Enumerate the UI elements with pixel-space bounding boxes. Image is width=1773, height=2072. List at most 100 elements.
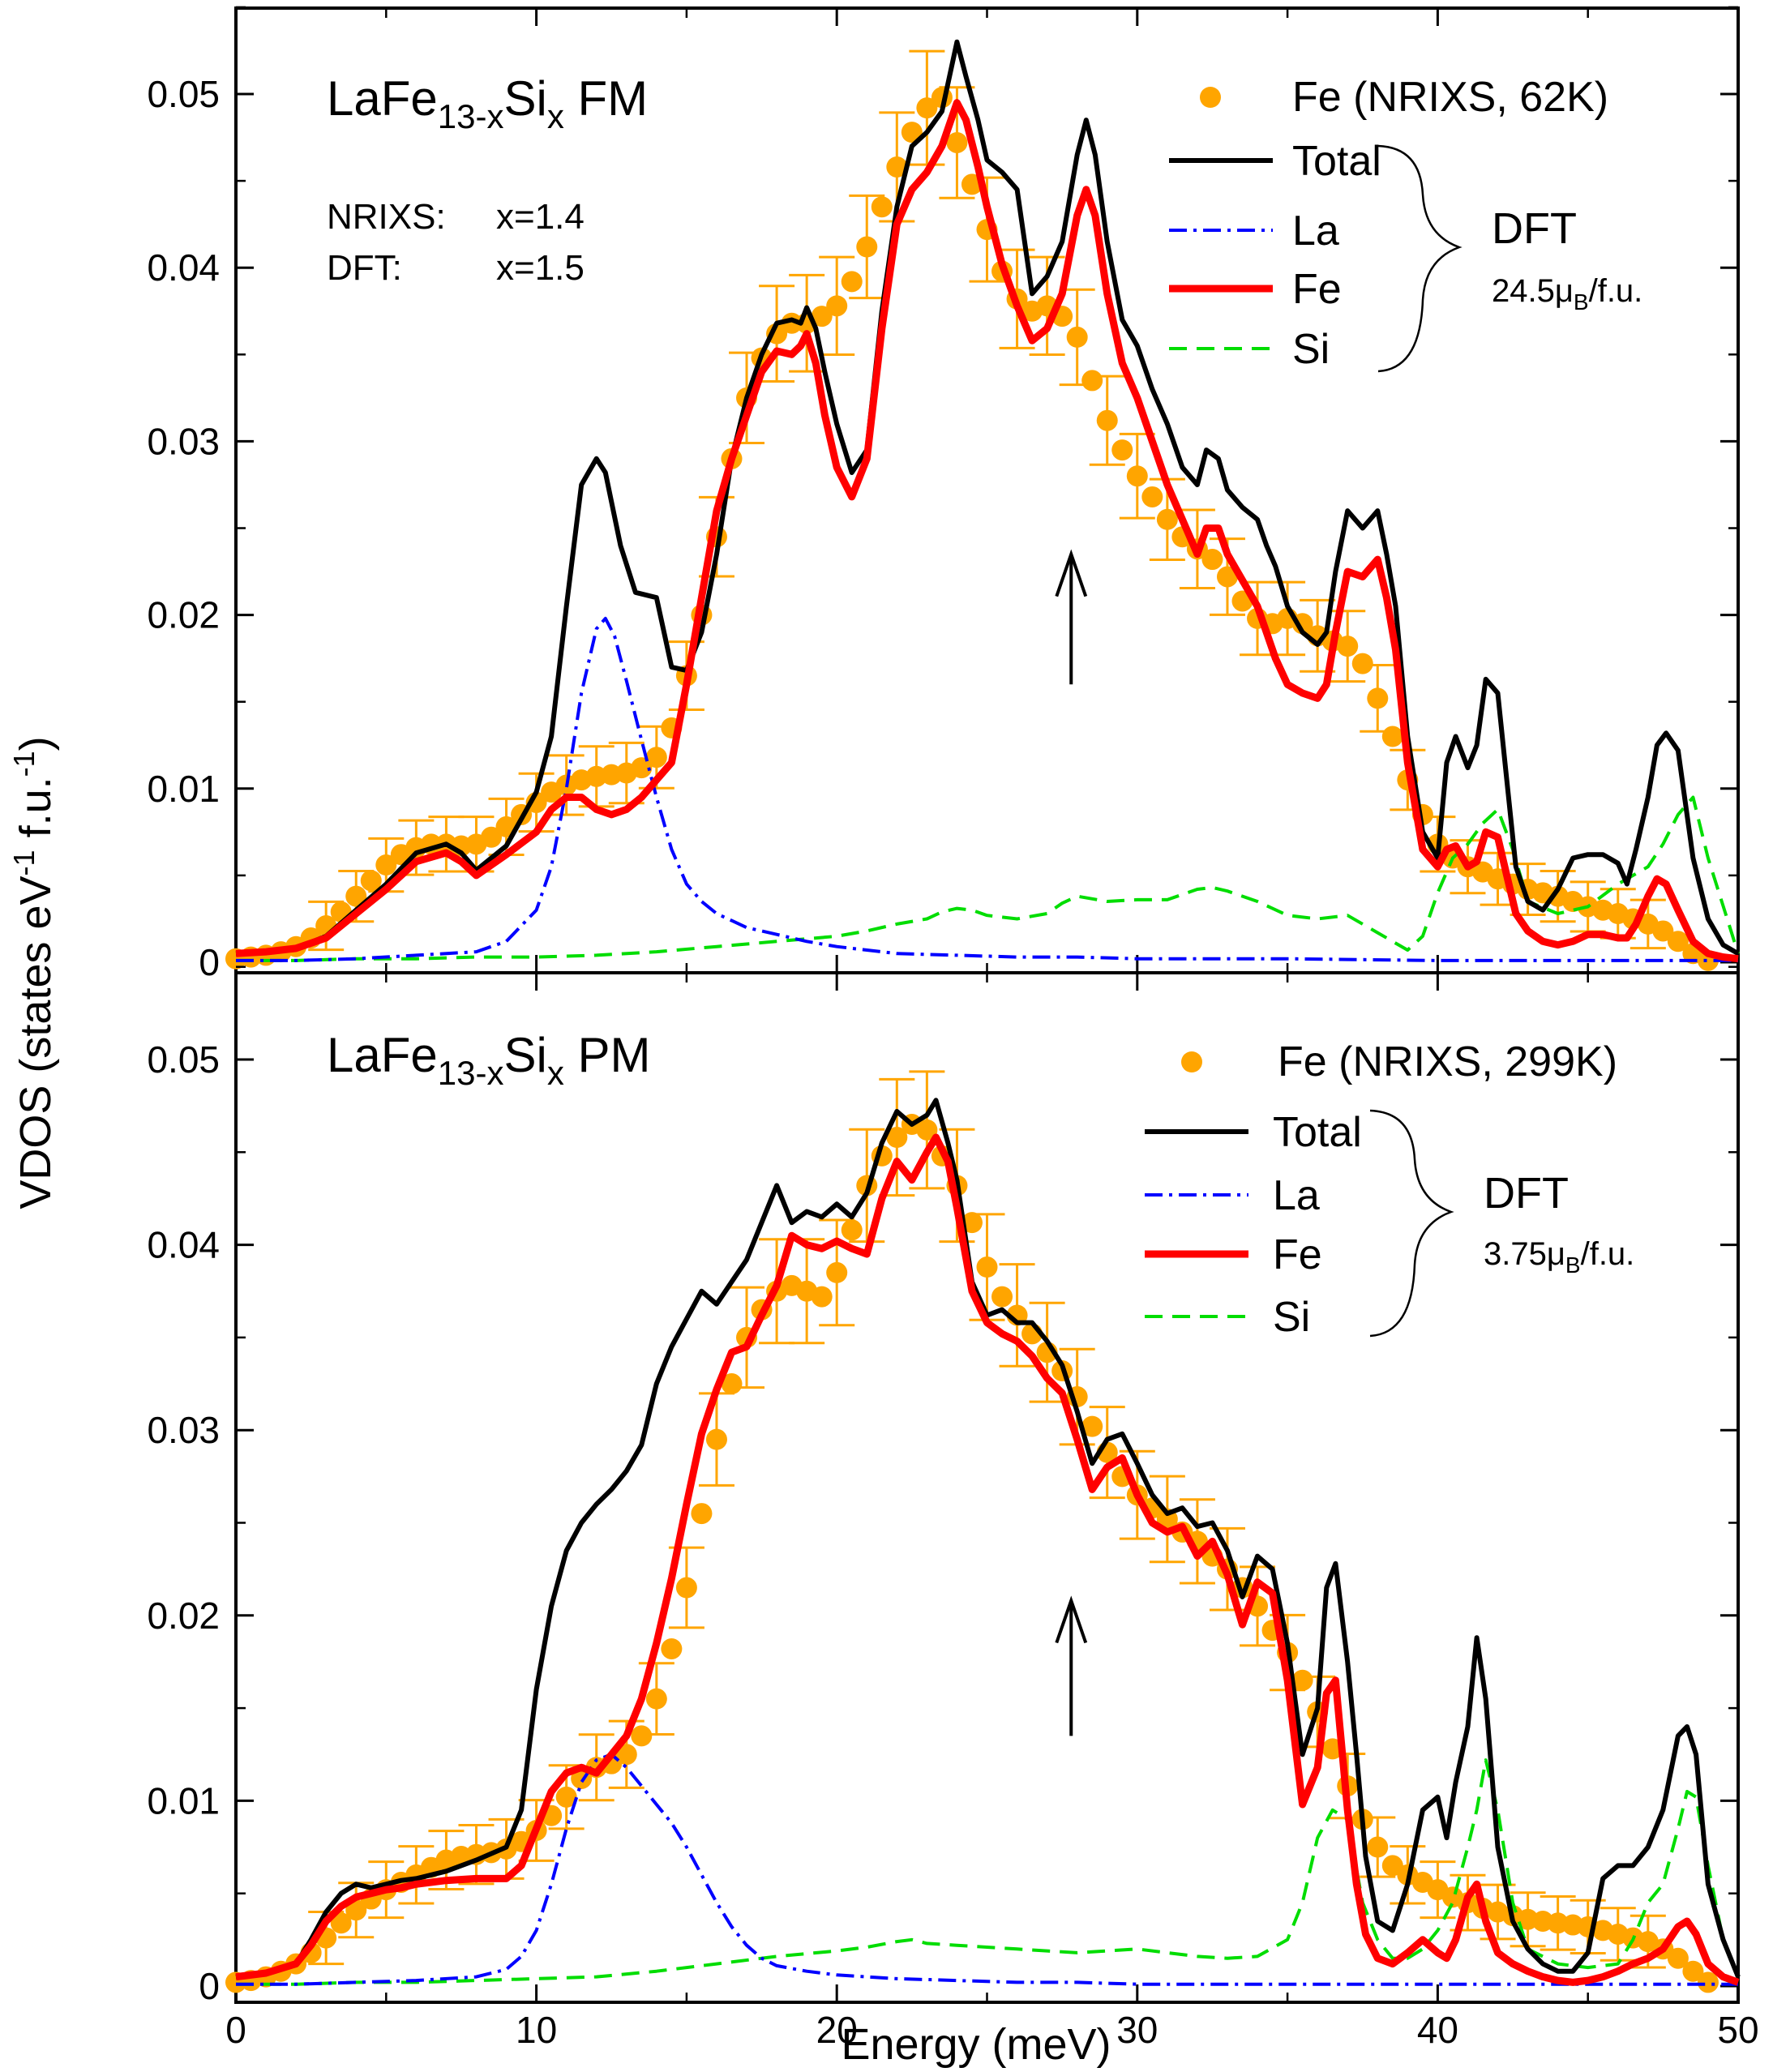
nrixs-point	[375, 854, 397, 876]
nrixs-point	[841, 271, 863, 293]
nrixs-point	[705, 1428, 727, 1450]
panel-pm: 0 10 20 30 40 50 0 0.01 0.02 0.03 0.04 0.05	[147, 965, 1759, 2051]
nrixs-point	[1652, 920, 1674, 942]
nrixs-point	[345, 1899, 367, 1921]
nrixs-point	[631, 1725, 653, 1747]
nrixs-point	[1667, 931, 1689, 953]
nrixs-point	[1216, 566, 1238, 588]
nrixs-point	[615, 1744, 637, 1766]
nrixs-point	[675, 1577, 697, 1599]
y-tick-label: 0.03	[147, 1409, 220, 1451]
nrixs-point	[1682, 1960, 1704, 1982]
nrixs-point	[631, 757, 653, 779]
nrixs-point	[991, 1286, 1013, 1308]
legend-fm: Fe (NRIXS, 62K) Total La Fe Si DFT 24.5μ…	[1169, 74, 1642, 373]
nrixs-point	[811, 306, 833, 327]
x-tick-label: 30	[1116, 2009, 1158, 2051]
legend-nrixs-label: Fe (NRIXS, 62K)	[1292, 74, 1608, 121]
nrixs-point	[1126, 465, 1148, 487]
series-si	[236, 795, 1740, 962]
nrixs-point	[481, 826, 503, 848]
panel-pm-title: LaFe13-xSix PM	[327, 1028, 651, 1092]
y-axis-label-end: )	[11, 736, 60, 751]
x-tick-label: 0	[225, 2009, 246, 2051]
y-tick-label: 0.04	[147, 1224, 220, 1266]
legend-nrixs-label: Fe (NRIXS, 299K)	[1278, 1038, 1617, 1085]
legend-dft-label: DFT	[1492, 204, 1577, 253]
legend-pm: Fe (NRIXS, 299K) Total La Fe Si DFT 3.75…	[1145, 1038, 1634, 1341]
x-axis-label: Energy (meV)	[841, 2020, 1111, 2069]
nrixs-point	[1141, 486, 1163, 507]
legend-si-label: Si	[1292, 326, 1330, 373]
y-tick-label: 0.05	[147, 73, 220, 115]
nrixs-point	[645, 747, 667, 768]
nrixs-point	[661, 1637, 683, 1659]
nrixs-point	[976, 1256, 998, 1278]
legend-si-label: Si	[1273, 1294, 1310, 1341]
nrixs-point	[1111, 439, 1133, 461]
nrixs-point	[1066, 326, 1088, 348]
nrixs-point	[1156, 508, 1178, 530]
y-tick-label: 0.02	[147, 594, 220, 636]
x-tick-label: 50	[1717, 2009, 1758, 2051]
y-tick-label: 0.04	[147, 246, 220, 289]
arrow-icon	[1055, 549, 1088, 597]
nrixs-point	[1351, 653, 1373, 674]
legend-total-label: Total	[1292, 138, 1381, 185]
series-fe	[235, 1133, 1740, 1986]
y-axis-label-main: VDOS (states eV	[11, 875, 60, 1209]
nrixs-point	[961, 1212, 983, 1234]
y-tick-label: 0.02	[147, 1595, 220, 1637]
nrixs-point	[1291, 1669, 1313, 1691]
nrixs-point	[886, 156, 908, 178]
legend-la-label: La	[1292, 208, 1339, 255]
legend-nrixs-marker	[1200, 87, 1221, 108]
nrixs-point	[841, 1219, 863, 1241]
nrixs-point	[1367, 1836, 1389, 1858]
legend-la-label: La	[1273, 1172, 1320, 1219]
legend-nrixs-marker	[1181, 1051, 1202, 1072]
nrixs-point	[1381, 726, 1403, 747]
nrixs-point	[916, 1119, 938, 1141]
nrixs-point	[946, 131, 968, 153]
nrixs-point	[1697, 1971, 1719, 1993]
nrixs-point	[826, 295, 848, 317]
x-tick-label: 10	[516, 2009, 557, 2051]
nrixs-point	[1201, 549, 1223, 571]
nrixs-point	[330, 1912, 352, 1934]
nrixs-point	[811, 1286, 833, 1308]
nrixs-point	[886, 1127, 908, 1149]
legend-fe-label: Fe	[1292, 266, 1342, 313]
nrixs-point	[360, 870, 382, 892]
series-total	[235, 39, 1740, 957]
y-tick-label: 0	[199, 1965, 220, 2007]
y-axis-label: VDOS (states eV-1 f.u.-1)	[7, 736, 60, 1209]
arrow-icon	[1055, 1595, 1088, 1644]
legend-dft-label: DFT	[1484, 1169, 1569, 1218]
note-dft-label: DFT:	[327, 248, 402, 288]
legend-total-label: Total	[1273, 1109, 1362, 1156]
nrixs-point	[826, 1261, 848, 1283]
nrixs-point	[901, 122, 923, 143]
series-la	[236, 616, 1738, 962]
nrixs-point	[781, 312, 803, 334]
legend-brace	[1377, 144, 1463, 373]
nrixs-point	[1081, 370, 1103, 392]
y-axis-label-mid: f.u.	[11, 777, 60, 850]
legend-moment: 24.5μB/f.u.	[1492, 273, 1642, 315]
nrixs-point	[1667, 1947, 1689, 1969]
nrixs-point	[345, 885, 367, 907]
note-dft-value: x=1.5	[496, 248, 585, 288]
nrixs-point	[555, 1786, 577, 1808]
legend-fe-label: Fe	[1273, 1231, 1322, 1278]
panel-fm-title: LaFe13-xSix FM	[327, 71, 648, 135]
svg-text:VDOS (states eV-1 f.u.-1): VDOS (states eV-1 f.u.-1)	[7, 736, 60, 1209]
nrixs-point	[645, 1688, 667, 1710]
nrixs-point	[1381, 1855, 1403, 1877]
y-tick-label: 0.03	[147, 420, 220, 462]
nrixs-point	[1367, 687, 1389, 709]
nrixs-point	[1337, 636, 1359, 657]
nrixs-point	[856, 236, 878, 258]
y-axis-label-sup1: -1	[7, 850, 41, 875]
